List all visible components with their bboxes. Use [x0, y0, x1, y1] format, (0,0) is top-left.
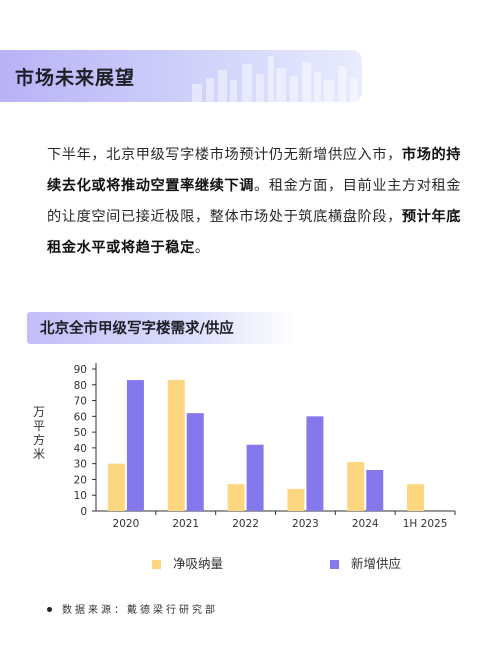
summary-paragraph: 下半年，北京甲级写字楼市场预计仍无新增供应入市，市场的持续去化或将推动空置率继续… [47, 140, 467, 264]
x-tick-label: 2020 [113, 518, 140, 530]
bar-supply [366, 469, 384, 511]
bar-absorption [347, 462, 365, 511]
legend-label-supply: 新增供应 [351, 556, 402, 571]
y-axis-label: 万平方米 [32, 405, 45, 461]
chart-title: 北京全市甲级写字楼需求/供应 [40, 321, 234, 337]
y-tick-label: 50 [74, 427, 87, 439]
source-text: 数据来源：戴德梁行研究部 [62, 605, 218, 616]
paragraph-text-3: 。 [194, 240, 210, 256]
skyline-decoration [192, 56, 358, 102]
legend-label-absorption: 净吸纳量 [173, 556, 224, 571]
paragraph-highlight-1: 市场的持续去化或将推动空置率继续下调 [47, 147, 462, 194]
x-tick-label: 2024 [352, 518, 379, 530]
legend-item-supply: 新增供应 [330, 553, 401, 572]
paragraph-text-2: 。租金方面，目前业主方对租金的让度空间已接近极限，整体市场处于筑底横盘阶段， [47, 178, 462, 225]
paragraph-highlight-2: 预计年底租金水平或将趋于稳定 [47, 209, 462, 256]
header-band [0, 50, 362, 102]
bar-supply [186, 413, 204, 511]
y-tick-label: 10 [74, 490, 87, 502]
paragraph-text-1: 下半年，北京甲级写字楼市场预计仍无新增供应入市， [47, 147, 402, 163]
legend-swatch-supply [330, 560, 339, 569]
legend-item-absorption: 净吸纳量 [152, 553, 223, 572]
data-source: 数据来源：戴德梁行研究部 [47, 601, 218, 616]
y-tick-label: 20 [74, 474, 87, 486]
y-tick-label: 30 [74, 459, 87, 471]
y-tick-label: 40 [74, 443, 87, 455]
bar-absorption [167, 380, 185, 511]
bullet-icon [47, 607, 52, 612]
bar-supply [246, 444, 264, 511]
x-tick-label: 2021 [172, 518, 199, 530]
x-tick-label: 2023 [292, 518, 319, 530]
chart-title-band [27, 312, 297, 344]
y-tick-label: 90 [74, 364, 87, 376]
y-tick-label: 80 [74, 380, 87, 392]
legend-swatch-absorption [152, 560, 161, 569]
bar-absorption [227, 484, 245, 511]
y-tick-label: 60 [74, 411, 87, 423]
bar-absorption [287, 488, 305, 511]
bar-supply [306, 416, 324, 511]
x-tick-label: 1H 2025 [403, 518, 448, 530]
bar-chart: 0 10 20 30 40 50 60 70 80 90 2020 2021 2022 2023 2024 1… [74, 363, 456, 530]
y-tick-label: 70 [74, 396, 87, 408]
page-title: 市场未来展望 [15, 67, 136, 89]
bar-absorption [407, 484, 425, 511]
y-tick-label: 0 [80, 506, 87, 518]
bar-supply [126, 380, 144, 511]
bar-absorption [107, 463, 125, 511]
x-tick-label: 2022 [232, 518, 259, 530]
